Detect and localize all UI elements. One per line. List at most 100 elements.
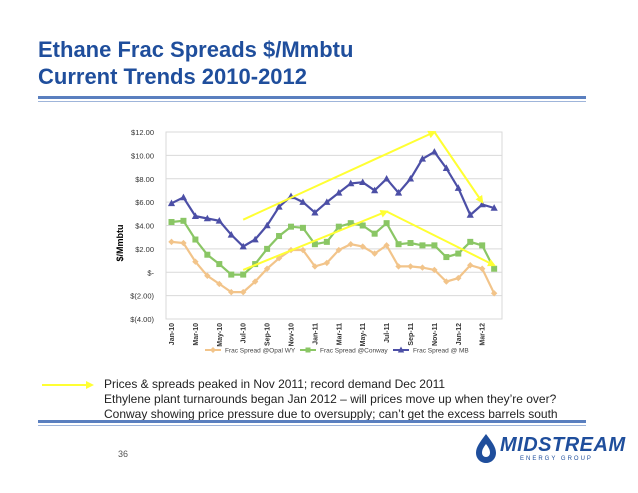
data-point-opal (455, 274, 462, 282)
data-point-mb (263, 221, 271, 229)
x-tick-label: Nov-10 (289, 323, 296, 346)
data-point-opal (192, 258, 199, 265)
x-tick-label: Sep-10 (265, 323, 272, 346)
footer-divider (38, 420, 586, 423)
data-point-mb (466, 211, 474, 218)
data-point-conway (407, 240, 414, 247)
data-point-opal (323, 259, 331, 267)
y-tick-label: $(2.00) (130, 292, 154, 301)
trend-arrow (433, 131, 484, 204)
y-tick-label: $8.00 (135, 175, 154, 184)
data-point-mb (359, 178, 367, 186)
data-point-conway (216, 261, 223, 268)
data-point-conway (443, 254, 450, 261)
data-point-conway (383, 220, 390, 227)
data-point-opal (359, 243, 366, 250)
data-point-mb (323, 198, 331, 205)
x-tick-label: Sep-11 (408, 323, 415, 346)
data-point-mb (239, 242, 247, 250)
data-point-mb (490, 204, 498, 211)
data-point-mb (179, 193, 188, 201)
data-point-opal (240, 288, 247, 296)
data-point-mb (347, 179, 355, 187)
data-point-opal (431, 266, 438, 274)
data-point-opal (228, 288, 235, 296)
data-point-conway (204, 251, 211, 258)
data-point-mb (167, 199, 176, 207)
data-point-opal (383, 242, 390, 249)
data-point-conway (479, 242, 486, 249)
data-point-conway (168, 218, 175, 225)
data-point-conway (240, 271, 247, 278)
x-tick-label: Mar-11 (336, 323, 343, 345)
data-point-opal (251, 278, 259, 285)
data-point-conway (359, 222, 366, 229)
logo-wordmark: MIDSTREAM (500, 434, 626, 456)
data-point-opal (490, 290, 498, 297)
trend-arrow (242, 130, 437, 221)
series-line-mb (171, 150, 495, 248)
data-point-opal (371, 250, 378, 257)
title-divider (38, 96, 586, 99)
legend-label-conway: Frac Spread @Conway (320, 348, 388, 355)
data-point-opal (347, 241, 354, 248)
x-tick-label: May-11 (360, 323, 367, 346)
data-point-mb (478, 200, 486, 208)
data-point-conway (323, 238, 330, 245)
logo-subtitle: ENERGY GROUP (520, 456, 593, 462)
note-line-1: Prices & spreads peaked in Nov 2011; rec… (104, 377, 446, 391)
y-tick-label: $2.00 (135, 245, 154, 254)
data-point-opal (168, 238, 175, 246)
title-divider-thin (38, 101, 586, 102)
data-point-conway (311, 241, 318, 248)
x-tick-label: Jan-10 (169, 323, 176, 345)
data-point-opal (299, 246, 307, 254)
footer-divider-thin (38, 425, 586, 426)
y-tick-label: $- (147, 268, 154, 277)
data-point-conway (299, 224, 306, 231)
x-tick-label: Jan-12 (456, 323, 463, 345)
data-point-opal (216, 280, 223, 288)
data-point-mb (442, 164, 450, 172)
legend-marker-mb (397, 346, 405, 353)
series-line-opal (171, 240, 496, 294)
y-tick-label: $10.00 (131, 151, 154, 160)
data-point-conway (455, 250, 462, 257)
data-point-mb (227, 231, 235, 238)
legend-label-opal: Frac Spread @Opal WY (225, 348, 296, 355)
data-point-conway (335, 223, 342, 230)
data-point-mb (215, 217, 223, 224)
data-point-conway (180, 217, 187, 224)
data-point-mb (454, 184, 462, 191)
data-point-opal (311, 263, 319, 270)
page-number: 36 (118, 449, 129, 459)
data-point-mb (335, 188, 343, 196)
data-point-conway (276, 233, 283, 240)
legend-marker-opal (210, 347, 216, 353)
data-point-conway (288, 223, 294, 230)
data-point-mb (430, 148, 438, 155)
data-point-mb (418, 155, 427, 162)
data-point-conway (431, 242, 438, 249)
data-point-opal (419, 264, 426, 271)
flame-icon (476, 434, 496, 463)
data-point-conway (371, 230, 378, 237)
y-tick-label: $12.00 (131, 128, 154, 137)
data-point-opal (407, 263, 414, 270)
x-tick-label: Nov-11 (432, 323, 439, 346)
note-line-2: Ethylene plant turnarounds began Jan 201… (104, 392, 557, 406)
data-point-mb (394, 188, 403, 196)
y-tick-label: $6.00 (135, 198, 154, 207)
title-line-1: Ethane Frac Spreads $/Mmbtu (38, 37, 354, 62)
data-point-opal (335, 246, 342, 254)
data-point-mb (371, 186, 379, 194)
data-point-opal (479, 265, 486, 272)
data-point-mb (275, 203, 283, 210)
company-logo: MIDSTREAM ENERGY GROUP (474, 432, 626, 466)
data-point-conway (467, 238, 474, 245)
legend-marker-conway (305, 347, 311, 353)
data-point-opal (263, 265, 271, 272)
y-tick-label: $(4.00) (130, 315, 154, 324)
data-point-mb (191, 212, 199, 219)
